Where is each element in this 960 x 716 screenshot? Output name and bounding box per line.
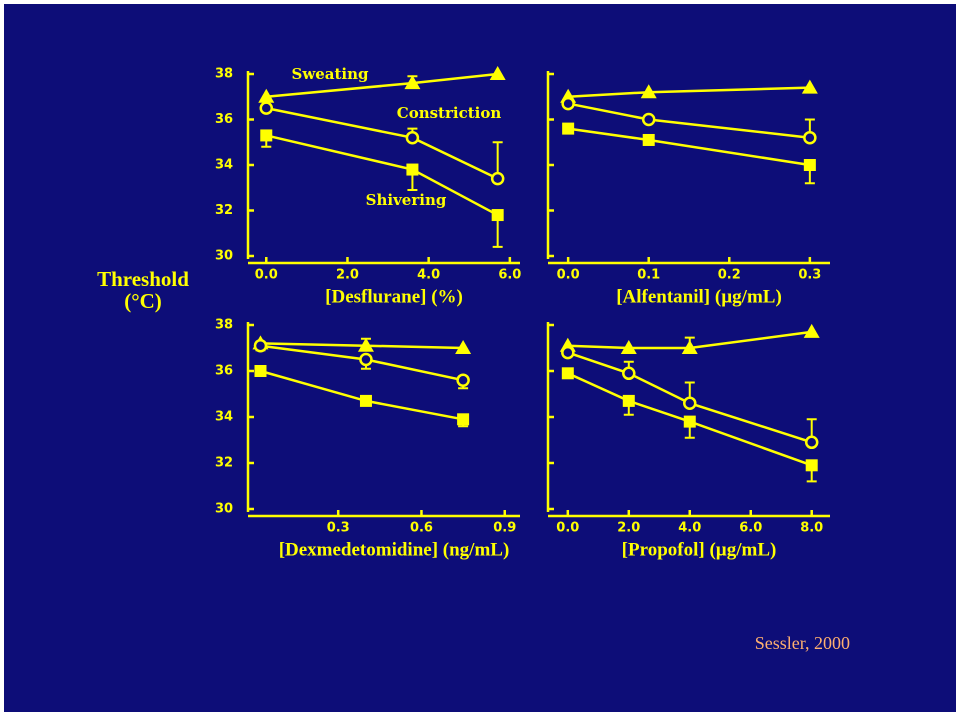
x-tick-label: 8.0 xyxy=(800,521,823,536)
marker xyxy=(260,129,273,142)
marker xyxy=(805,459,818,472)
y-label: (°C) xyxy=(124,289,162,313)
source: Sessler, 2000 xyxy=(755,633,850,653)
marker xyxy=(253,338,268,353)
y-tick-label: 34 xyxy=(215,410,233,425)
x-tick-label: 4.0 xyxy=(678,521,701,536)
marker xyxy=(405,130,420,145)
x-tick-label: 0.9 xyxy=(493,521,516,536)
x-tick-label: 0.1 xyxy=(637,268,660,283)
x-tick-label: 0.0 xyxy=(255,268,278,283)
series-line xyxy=(567,351,813,444)
marker xyxy=(803,159,816,171)
x-tick-label: 0.0 xyxy=(556,521,579,536)
series-annotation: Constriction xyxy=(397,104,502,122)
marker xyxy=(804,435,819,450)
marker xyxy=(406,163,419,176)
y-tick-label: 32 xyxy=(215,203,233,218)
x-tick-label: 4.0 xyxy=(417,268,440,283)
series-annotation: Sweating xyxy=(291,65,369,83)
x-tick-label: 2.0 xyxy=(336,268,359,283)
x-label: [Propofol] (µg/mL) xyxy=(622,539,777,560)
marker xyxy=(803,323,820,338)
marker xyxy=(801,79,818,94)
marker xyxy=(254,365,267,377)
marker xyxy=(357,337,374,352)
x-tick-label: 0.6 xyxy=(410,521,433,536)
y-tick-label: 30 xyxy=(215,249,233,264)
x-tick-label: 0.3 xyxy=(798,268,821,283)
marker xyxy=(491,209,504,222)
marker xyxy=(490,171,505,186)
background xyxy=(4,4,956,712)
marker xyxy=(803,130,817,145)
x-tick-label: 0.3 xyxy=(327,521,350,536)
marker xyxy=(642,133,655,146)
marker xyxy=(489,66,506,80)
x-tick-label: 2.0 xyxy=(617,521,640,536)
marker xyxy=(561,367,574,380)
marker xyxy=(641,112,656,127)
marker xyxy=(455,340,472,354)
series-line xyxy=(567,372,813,467)
marker xyxy=(561,96,575,111)
y-tick-label: 36 xyxy=(215,364,233,379)
x-tick-label: 0.0 xyxy=(557,268,580,283)
marker xyxy=(683,396,697,410)
marker xyxy=(359,352,373,367)
marker xyxy=(683,415,696,428)
marker xyxy=(258,88,275,103)
marker xyxy=(681,340,698,354)
marker xyxy=(404,75,421,90)
y-tick-label: 38 xyxy=(215,67,233,82)
marker xyxy=(561,345,575,360)
y-tick-label: 34 xyxy=(215,158,233,173)
y-tick-label: 32 xyxy=(215,456,233,471)
x-label: [Desflurane] (%) xyxy=(325,286,463,307)
x-tick-label: 6.0 xyxy=(498,268,521,283)
x-label: [Dexmedetomidine] (ng/mL) xyxy=(279,539,510,560)
marker xyxy=(562,122,575,135)
x-tick-label: 0.2 xyxy=(718,268,741,283)
series-annotation: Shivering xyxy=(366,191,447,209)
y-tick-label: 30 xyxy=(215,502,233,517)
series-line xyxy=(567,330,812,350)
marker xyxy=(620,340,637,354)
marker xyxy=(359,394,372,407)
marker xyxy=(457,413,470,426)
x-tick-label: 6.0 xyxy=(739,521,762,536)
marker xyxy=(456,373,470,387)
marker xyxy=(259,101,274,115)
y-label: Threshold xyxy=(97,267,189,291)
marker xyxy=(622,394,635,407)
y-tick-label: 38 xyxy=(215,318,233,333)
marker xyxy=(622,366,636,381)
y-tick-label: 36 xyxy=(215,112,233,127)
x-label: [Alfentanil] (µg/mL) xyxy=(616,286,782,307)
marker xyxy=(640,84,657,99)
